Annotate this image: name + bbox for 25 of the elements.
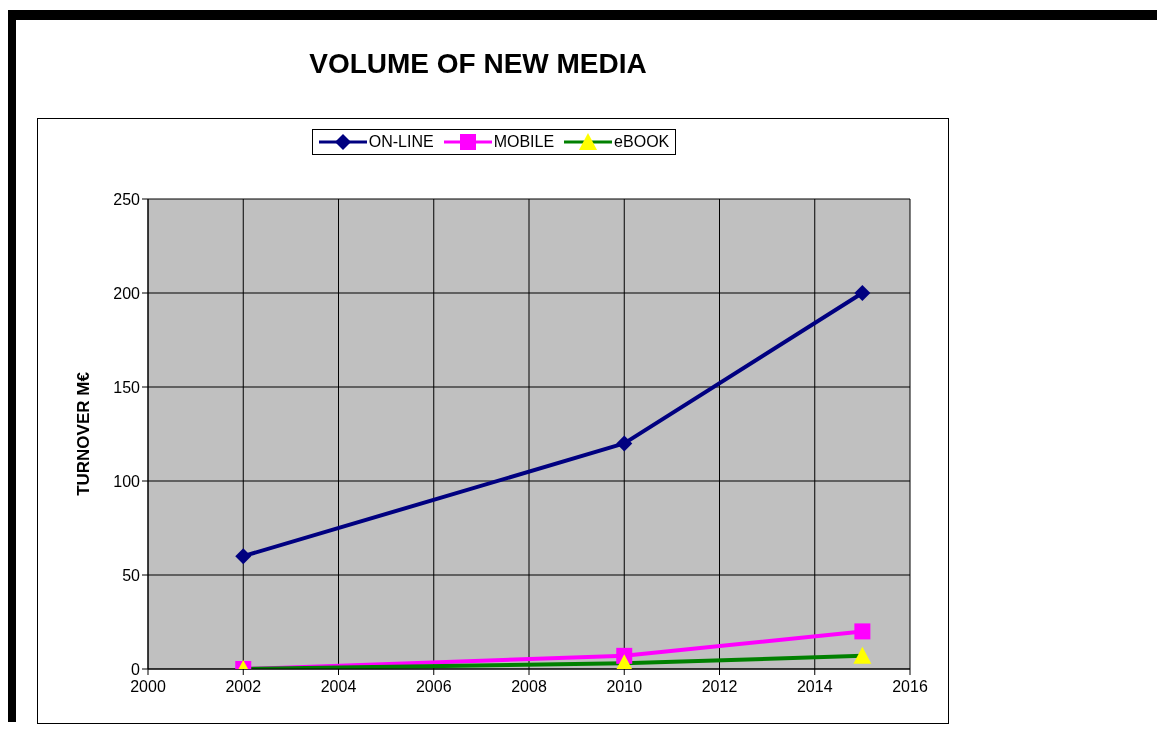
y-tick-label: 200 bbox=[113, 284, 141, 302]
legend-label: eBOOK bbox=[613, 132, 670, 152]
y-tick-label: 0 bbox=[131, 660, 141, 678]
x-tick-label: 2002 bbox=[225, 678, 262, 696]
point bbox=[853, 646, 872, 664]
y-tick-label: 150 bbox=[113, 378, 141, 396]
legend-label: ON-LINE bbox=[367, 132, 434, 152]
x-tick-label: 2000 bbox=[130, 678, 166, 696]
point bbox=[854, 285, 871, 301]
x-tick-label: 2012 bbox=[701, 678, 738, 696]
x-tick-label: 2010 bbox=[606, 678, 643, 696]
legend-label: MOBILE bbox=[492, 132, 555, 152]
x-tick-label: 2006 bbox=[415, 678, 452, 696]
y-tick-label: 100 bbox=[113, 472, 141, 490]
chart-title: VOLUME OF NEW MEDIA bbox=[308, 48, 648, 80]
x-tick-label: 2014 bbox=[796, 678, 833, 696]
y-tick-label: 50 bbox=[122, 566, 141, 584]
point bbox=[854, 623, 871, 640]
point bbox=[616, 435, 633, 452]
y-axis-title: TURNOVER M€ bbox=[74, 371, 94, 496]
x-tick-label: 2008 bbox=[511, 678, 547, 696]
x-tick-label: 2016 bbox=[892, 678, 928, 696]
x-tick-label: 2004 bbox=[320, 678, 357, 696]
point bbox=[235, 548, 252, 565]
y-tick-label: 250 bbox=[113, 190, 141, 208]
